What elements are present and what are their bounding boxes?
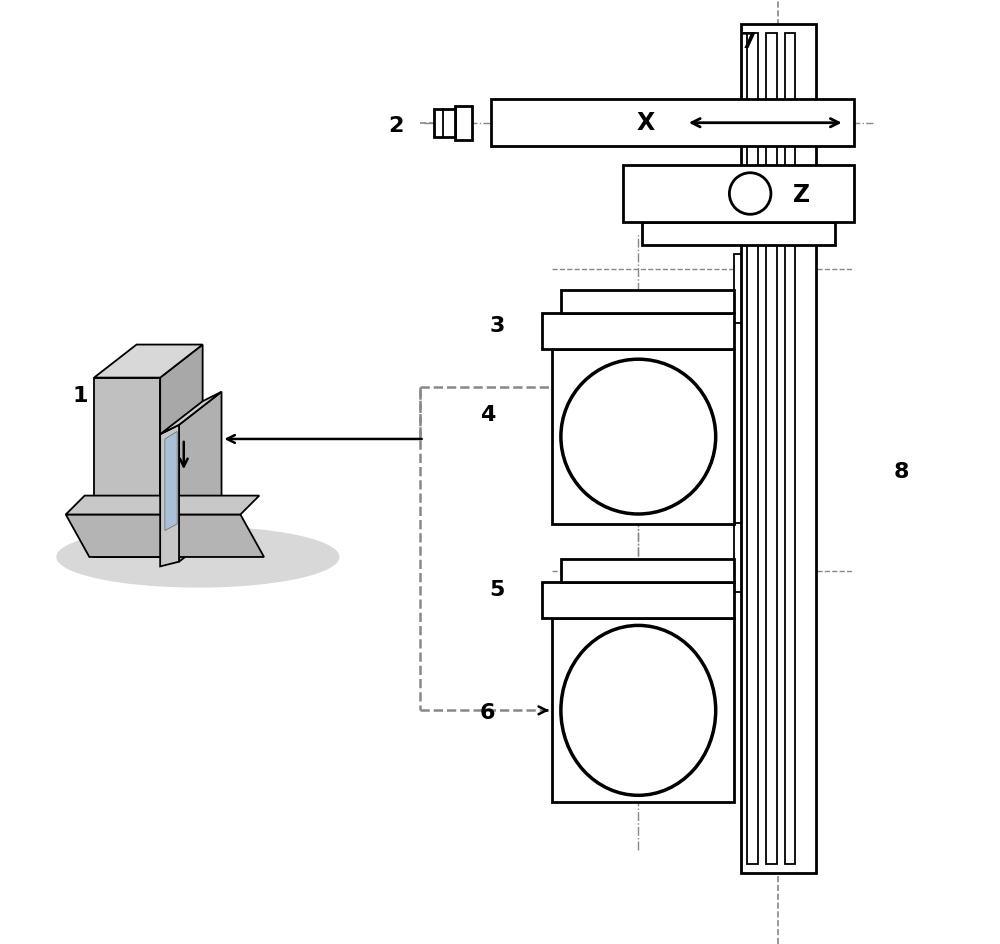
Text: 4: 4 — [480, 405, 495, 426]
Text: Z: Z — [793, 183, 810, 208]
Ellipse shape — [561, 360, 716, 514]
Bar — [642, 222, 835, 245]
Text: 7: 7 — [741, 32, 756, 53]
Text: 1: 1 — [72, 386, 88, 407]
Bar — [766, 33, 777, 864]
Bar — [491, 99, 854, 146]
Bar — [561, 290, 734, 313]
Polygon shape — [160, 392, 222, 434]
Bar — [552, 618, 734, 802]
Polygon shape — [179, 392, 222, 562]
Bar — [741, 24, 816, 873]
Bar — [623, 165, 854, 222]
Text: X: X — [637, 110, 655, 135]
Polygon shape — [165, 431, 177, 531]
Bar — [734, 254, 741, 323]
Polygon shape — [66, 514, 264, 557]
Polygon shape — [160, 425, 179, 566]
Text: 5: 5 — [489, 580, 505, 600]
Bar — [434, 109, 455, 137]
Text: 2: 2 — [388, 115, 404, 136]
Text: 3: 3 — [489, 315, 505, 336]
Bar — [455, 106, 472, 140]
Ellipse shape — [56, 527, 340, 587]
Bar — [785, 33, 795, 864]
Bar — [552, 349, 734, 524]
Polygon shape — [94, 345, 203, 378]
Bar — [542, 582, 734, 618]
Ellipse shape — [561, 626, 716, 795]
Bar — [734, 523, 741, 592]
Text: 8: 8 — [893, 462, 909, 482]
Bar — [747, 33, 758, 864]
Text: 6: 6 — [480, 702, 495, 723]
Bar — [542, 313, 734, 349]
Polygon shape — [94, 378, 160, 557]
Bar — [561, 559, 734, 582]
Polygon shape — [66, 496, 259, 514]
Circle shape — [729, 173, 771, 214]
Polygon shape — [160, 345, 203, 557]
